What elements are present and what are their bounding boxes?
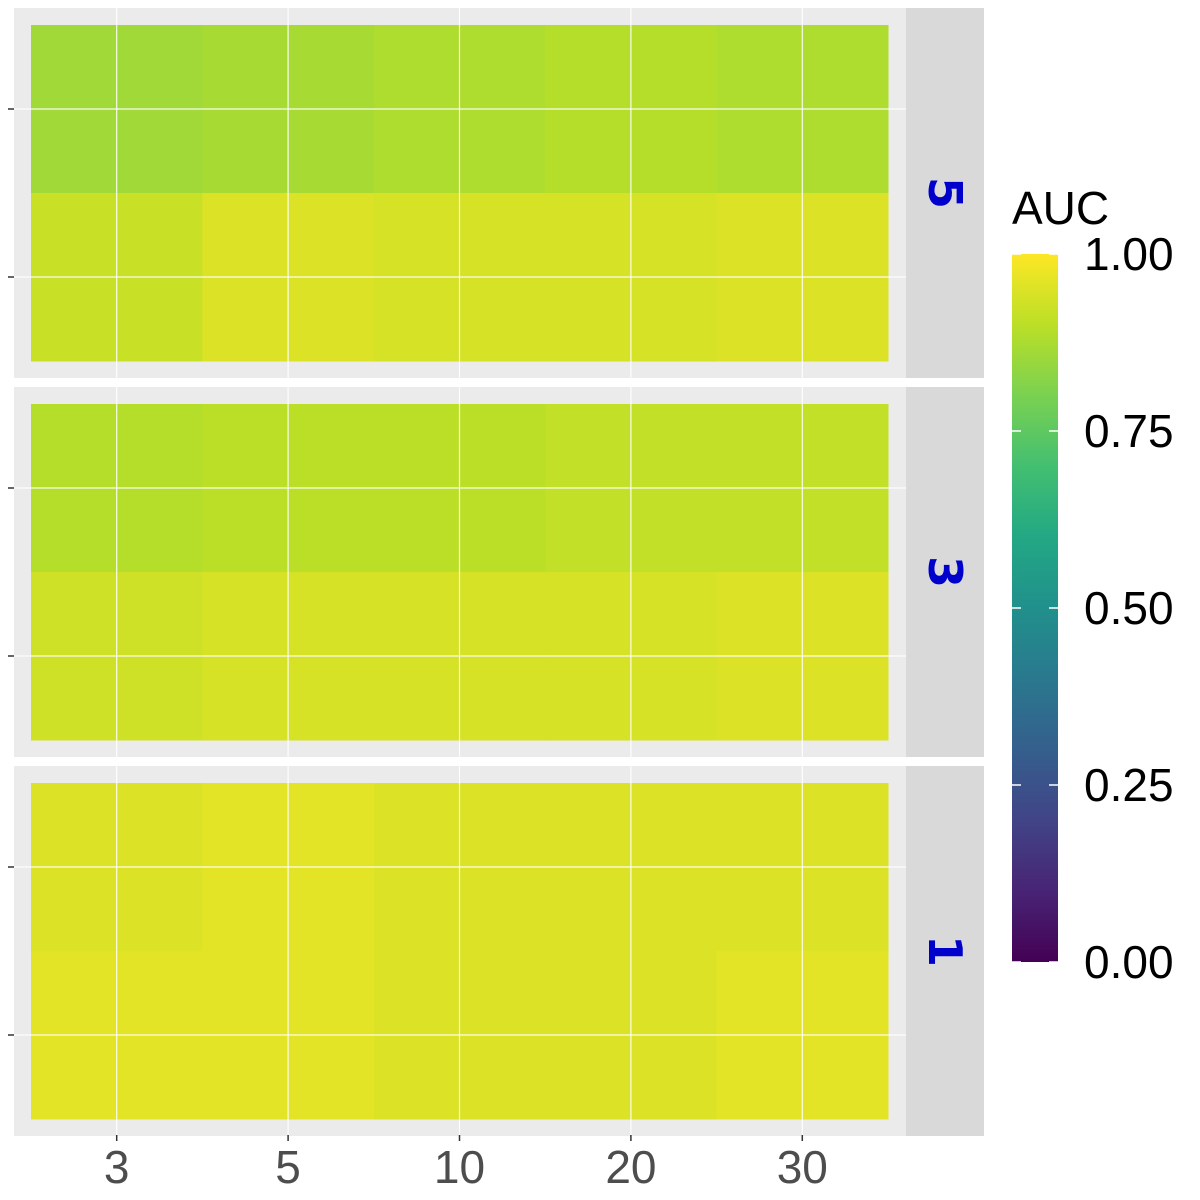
legend-title: AUC (1012, 182, 1109, 234)
legend-label: 0.50 (1084, 582, 1174, 634)
legend-label: 0.75 (1084, 405, 1174, 457)
x-tick-label: 20 (605, 1141, 656, 1193)
facet-panels: 5 3 1 (8, 8, 984, 1136)
facet-strip (906, 387, 984, 757)
x-tick-label: 30 (777, 1141, 828, 1193)
facet-strip (906, 8, 984, 378)
facet-panel-3: 3 (8, 387, 984, 757)
facet-panel-5: 5 (8, 8, 984, 378)
facet-strip (906, 766, 984, 1136)
facet-label-1: 1 (918, 935, 972, 967)
facet-label-3: 3 (918, 556, 972, 588)
x-axis: 3 5 10 20 30 (104, 1135, 828, 1193)
legend-label: 0.00 (1084, 936, 1174, 988)
color-legend: AUC 1.00 0.75 0.50 0.25 0.00 (1012, 182, 1174, 988)
legend-label: 0.25 (1084, 759, 1174, 811)
x-tick-label: 10 (434, 1141, 485, 1193)
facet-panel-1: 1 (8, 766, 984, 1136)
x-tick-label: 5 (275, 1141, 301, 1193)
facet-label-5: 5 (918, 177, 972, 209)
x-tick-label: 3 (104, 1141, 130, 1193)
legend-label: 1.00 (1084, 228, 1174, 280)
